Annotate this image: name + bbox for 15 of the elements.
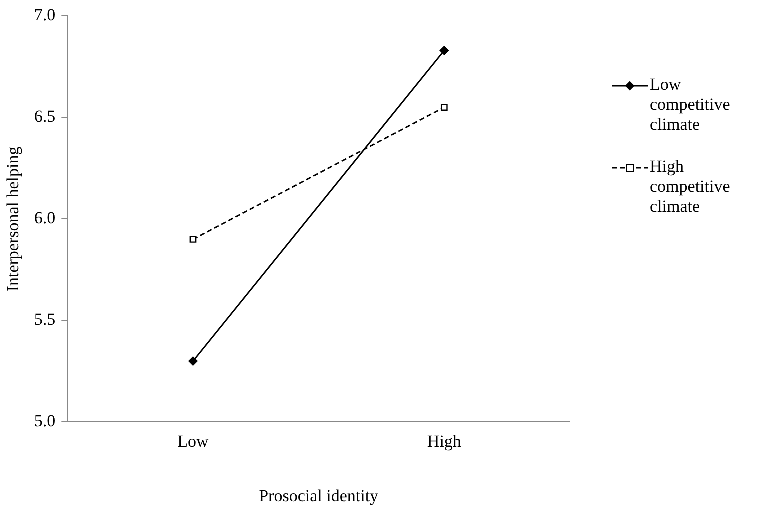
y-tick-label: 7.0 [34, 6, 56, 25]
x-tick-label: Low [178, 432, 210, 451]
y-tick-label: 5.5 [34, 310, 56, 330]
point [440, 46, 450, 56]
y-tick-label: 6.5 [34, 107, 56, 126]
x-tick-label: High [427, 432, 462, 451]
point [188, 356, 198, 366]
point [190, 236, 197, 243]
y-axis-title: Interpersonal helping [4, 146, 23, 292]
x-axis-title: Prosocial identity [259, 486, 380, 506]
legend-label: Low competitive climate [650, 75, 732, 135]
legend-label: High competitive climate [650, 157, 732, 217]
y-tick-label: 5.0 [34, 412, 56, 431]
point [440, 104, 448, 111]
y-tick-label: 6.0 [34, 208, 56, 228]
